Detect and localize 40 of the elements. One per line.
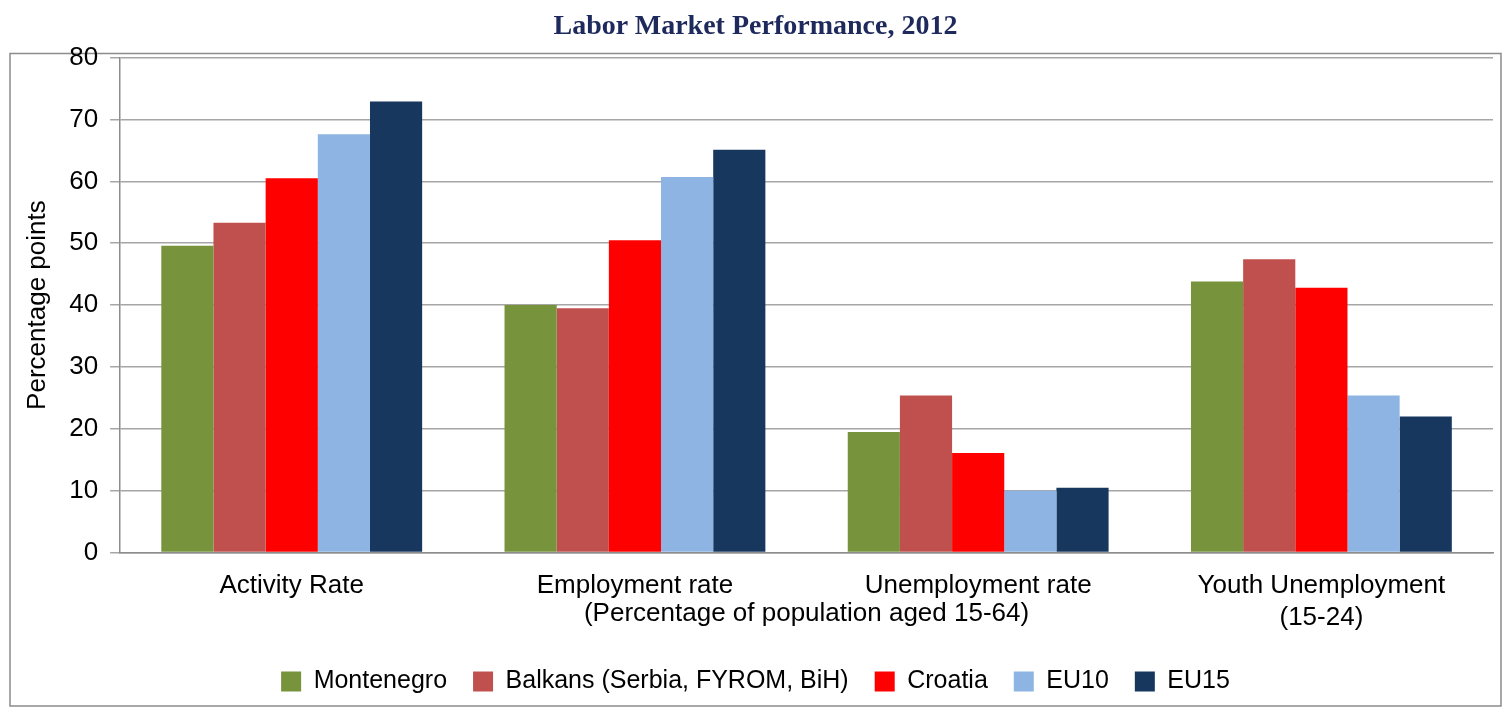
bar — [161, 245, 214, 552]
bar — [213, 222, 266, 552]
legend-label: Croatia — [907, 665, 988, 694]
bar — [265, 178, 318, 552]
x-tick-label: Activity Rate — [219, 569, 364, 600]
legend-label: EU15 — [1167, 665, 1230, 694]
y-tick-label: 70 — [69, 102, 99, 133]
legend-label: Balkans (Serbia, FYROM, BiH) — [505, 665, 849, 694]
bar — [713, 149, 766, 552]
bar — [1295, 287, 1348, 552]
bar — [1056, 487, 1109, 552]
bar — [899, 395, 953, 552]
legend-label: Montenegro — [313, 665, 448, 694]
x-tick-label: Youth Unemployment (15-24) — [1197, 569, 1446, 631]
x-tick-label: Unemployment rate — [864, 569, 1092, 600]
legend-label: EU10 — [1046, 665, 1109, 694]
bar — [1190, 281, 1244, 552]
bar — [556, 308, 609, 552]
bar — [847, 431, 900, 552]
bar — [369, 101, 423, 552]
bar — [661, 177, 714, 552]
bar — [1243, 259, 1296, 552]
y-tick-label: 60 — [69, 164, 99, 195]
x-tick-label: Employment rate — [536, 569, 734, 600]
bar — [952, 452, 1005, 552]
bar — [1004, 490, 1057, 552]
bar — [1347, 395, 1400, 552]
y-tick-label: 80 — [69, 40, 99, 71]
bar — [1399, 416, 1452, 552]
y-tick-label: 40 — [69, 288, 99, 319]
bar — [317, 134, 370, 552]
bar — [608, 240, 662, 552]
y-axis-title: Percentage points — [20, 200, 51, 410]
y-tick-label: 30 — [69, 350, 99, 381]
chart-title: Labor Market Performance, 2012 — [553, 9, 958, 41]
bar — [504, 305, 557, 552]
y-tick-label: 20 — [69, 412, 99, 443]
y-tick-label: 50 — [69, 226, 99, 257]
y-tick-label: 0 — [83, 535, 99, 566]
y-tick-label: 10 — [69, 473, 99, 504]
